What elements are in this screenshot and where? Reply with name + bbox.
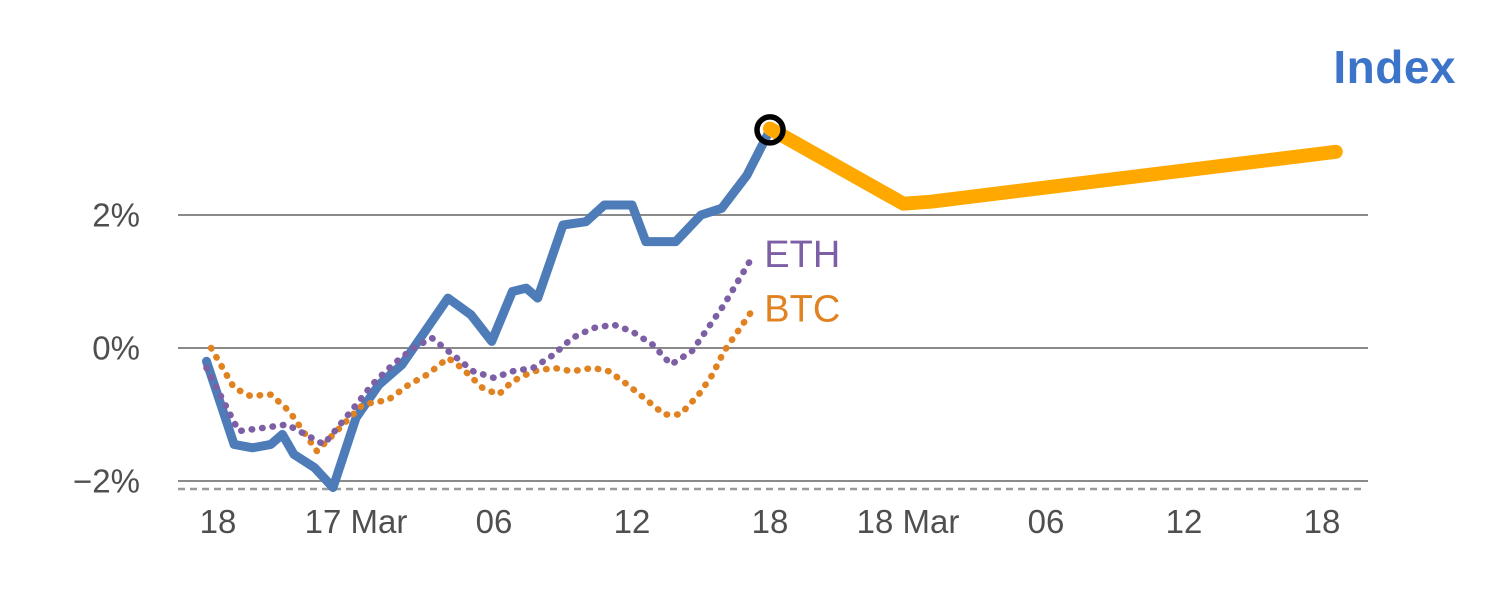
x-tick-label-3: 12 — [614, 503, 651, 540]
endpoint-marker — [754, 114, 786, 146]
x-tick-label-8: 18 — [1304, 503, 1341, 540]
x-tick-label-4: 18 — [752, 503, 789, 540]
series-label-btc: BTC — [764, 288, 840, 330]
y-tick-label-2: −2% — [73, 463, 140, 500]
x-tick-label-2: 06 — [476, 503, 513, 540]
series-eth-line — [203, 254, 755, 448]
series-index-line — [202, 125, 775, 493]
x-tick-label-7: 12 — [1166, 503, 1203, 540]
chart-title: Index — [1333, 41, 1456, 93]
x-tick-label-0: 18 — [200, 503, 237, 540]
y-tick-label-1: 0% — [92, 330, 140, 367]
series-label-eth: ETH — [764, 234, 840, 276]
y-tick-label-0: 2% — [92, 197, 140, 234]
series-btc-line — [207, 308, 755, 455]
x-tick-label-1: 17 Mar — [305, 503, 408, 540]
series-index-forecast-line — [763, 121, 1343, 211]
x-tick-label-6: 06 — [1028, 503, 1065, 540]
x-tick-label-5: 18 Mar — [857, 503, 960, 540]
